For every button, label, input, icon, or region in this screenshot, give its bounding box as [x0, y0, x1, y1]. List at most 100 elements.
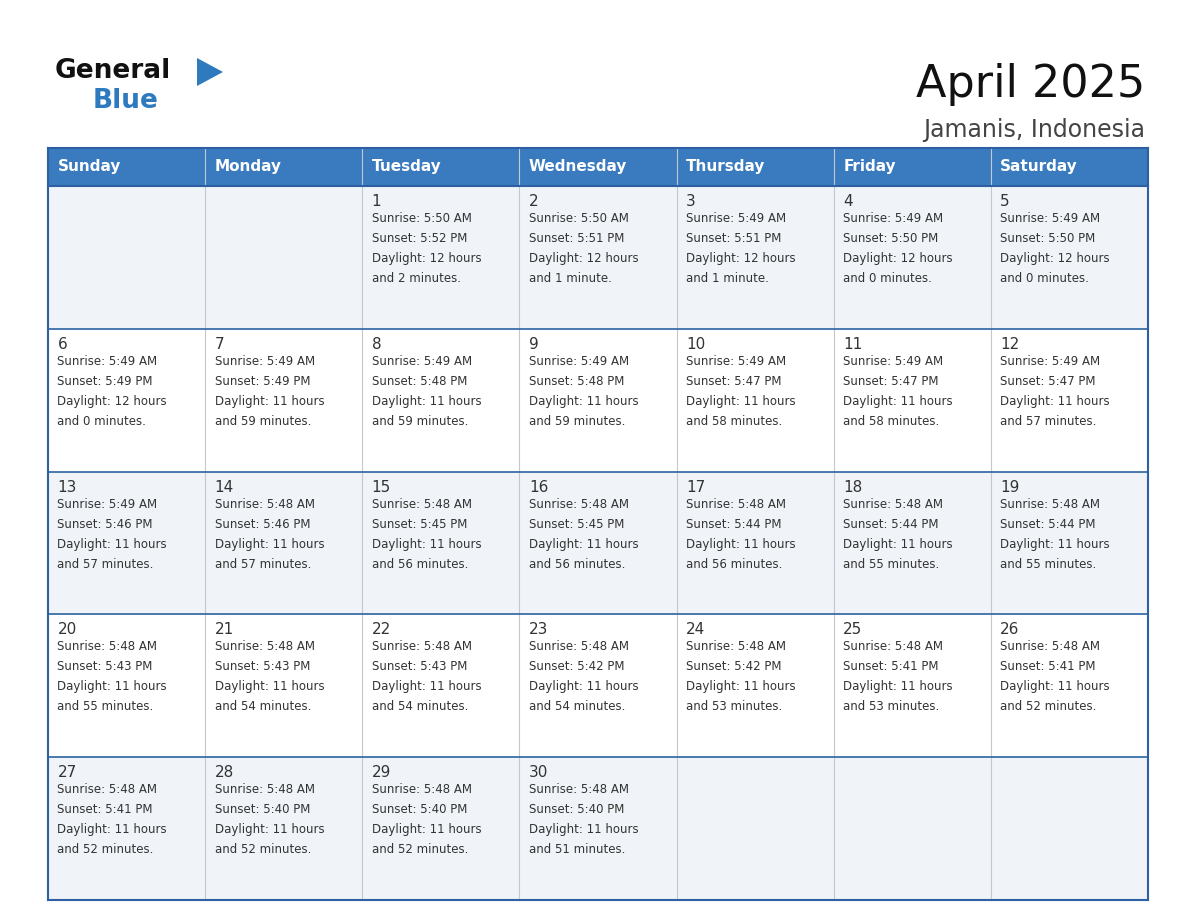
Text: Sunrise: 5:49 AM: Sunrise: 5:49 AM — [57, 498, 158, 510]
Text: Daylight: 11 hours: Daylight: 11 hours — [843, 538, 953, 551]
Text: Sunrise: 5:48 AM: Sunrise: 5:48 AM — [372, 783, 472, 796]
Text: Sunset: 5:47 PM: Sunset: 5:47 PM — [843, 375, 939, 387]
Bar — [206, 757, 362, 900]
Text: Sunset: 5:40 PM: Sunset: 5:40 PM — [529, 803, 624, 816]
Text: and 56 minutes.: and 56 minutes. — [685, 557, 783, 571]
Text: and 52 minutes.: and 52 minutes. — [1000, 700, 1097, 713]
Text: Sunset: 5:43 PM: Sunset: 5:43 PM — [372, 660, 467, 674]
Text: 16: 16 — [529, 479, 548, 495]
Text: 29: 29 — [372, 766, 391, 780]
Bar — [677, 472, 834, 614]
Text: 14: 14 — [215, 479, 234, 495]
Text: Daylight: 11 hours: Daylight: 11 hours — [529, 823, 638, 836]
Bar — [48, 186, 206, 329]
Text: Daylight: 12 hours: Daylight: 12 hours — [372, 252, 481, 265]
Text: Daylight: 11 hours: Daylight: 11 hours — [372, 823, 481, 836]
Text: 9: 9 — [529, 337, 538, 352]
Bar — [677, 329, 834, 472]
Text: 2: 2 — [529, 194, 538, 209]
Text: Sunrise: 5:50 AM: Sunrise: 5:50 AM — [372, 212, 472, 225]
Text: Sunset: 5:44 PM: Sunset: 5:44 PM — [1000, 518, 1095, 531]
Bar — [991, 148, 1148, 186]
Bar — [519, 614, 677, 757]
Bar — [991, 757, 1148, 900]
Text: and 58 minutes.: and 58 minutes. — [843, 415, 940, 428]
Text: Daylight: 12 hours: Daylight: 12 hours — [57, 395, 168, 408]
Bar — [834, 472, 991, 614]
Text: Daylight: 11 hours: Daylight: 11 hours — [685, 680, 796, 693]
Text: Daylight: 11 hours: Daylight: 11 hours — [215, 538, 324, 551]
Text: 6: 6 — [57, 337, 68, 352]
Text: Blue: Blue — [93, 88, 159, 114]
Text: 22: 22 — [372, 622, 391, 637]
Text: Sunset: 5:45 PM: Sunset: 5:45 PM — [372, 518, 467, 531]
Text: April 2025: April 2025 — [916, 63, 1145, 106]
Text: 15: 15 — [372, 479, 391, 495]
Text: and 59 minutes.: and 59 minutes. — [529, 415, 625, 428]
Text: Sunrise: 5:48 AM: Sunrise: 5:48 AM — [685, 498, 786, 510]
Text: 4: 4 — [843, 194, 853, 209]
Bar — [519, 329, 677, 472]
Text: Daylight: 11 hours: Daylight: 11 hours — [215, 823, 324, 836]
Text: Daylight: 11 hours: Daylight: 11 hours — [57, 538, 168, 551]
Text: and 58 minutes.: and 58 minutes. — [685, 415, 782, 428]
Bar — [362, 614, 519, 757]
Text: and 59 minutes.: and 59 minutes. — [372, 415, 468, 428]
Text: Daylight: 11 hours: Daylight: 11 hours — [57, 823, 168, 836]
Text: 21: 21 — [215, 622, 234, 637]
Bar — [206, 329, 362, 472]
Text: Sunrise: 5:49 AM: Sunrise: 5:49 AM — [57, 354, 158, 368]
Text: Daylight: 11 hours: Daylight: 11 hours — [372, 680, 481, 693]
Text: Daylight: 11 hours: Daylight: 11 hours — [372, 538, 481, 551]
Text: Sunset: 5:40 PM: Sunset: 5:40 PM — [215, 803, 310, 816]
Text: Daylight: 11 hours: Daylight: 11 hours — [843, 395, 953, 408]
Bar — [834, 329, 991, 472]
Text: Sunrise: 5:48 AM: Sunrise: 5:48 AM — [843, 498, 943, 510]
Text: Sunrise: 5:48 AM: Sunrise: 5:48 AM — [215, 641, 315, 654]
Text: Monday: Monday — [215, 160, 282, 174]
Text: and 55 minutes.: and 55 minutes. — [1000, 557, 1097, 571]
Text: Sunset: 5:44 PM: Sunset: 5:44 PM — [843, 518, 939, 531]
Text: and 0 minutes.: and 0 minutes. — [843, 272, 933, 285]
Text: 5: 5 — [1000, 194, 1010, 209]
Text: Sunrise: 5:48 AM: Sunrise: 5:48 AM — [215, 498, 315, 510]
Text: and 54 minutes.: and 54 minutes. — [215, 700, 311, 713]
Text: Sunrise: 5:48 AM: Sunrise: 5:48 AM — [529, 498, 628, 510]
Text: and 1 minute.: and 1 minute. — [529, 272, 612, 285]
Text: Sunrise: 5:48 AM: Sunrise: 5:48 AM — [685, 641, 786, 654]
Text: Sunrise: 5:49 AM: Sunrise: 5:49 AM — [843, 354, 943, 368]
Text: and 52 minutes.: and 52 minutes. — [372, 844, 468, 856]
Text: Daylight: 11 hours: Daylight: 11 hours — [215, 395, 324, 408]
Bar — [991, 186, 1148, 329]
Text: 18: 18 — [843, 479, 862, 495]
Text: and 54 minutes.: and 54 minutes. — [372, 700, 468, 713]
Bar — [834, 757, 991, 900]
Bar — [834, 186, 991, 329]
Text: Sunset: 5:49 PM: Sunset: 5:49 PM — [57, 375, 153, 387]
Text: Sunset: 5:48 PM: Sunset: 5:48 PM — [372, 375, 467, 387]
Text: Sunset: 5:50 PM: Sunset: 5:50 PM — [843, 232, 939, 245]
Text: Sunset: 5:42 PM: Sunset: 5:42 PM — [529, 660, 625, 674]
Text: Daylight: 12 hours: Daylight: 12 hours — [843, 252, 953, 265]
Text: Sunrise: 5:48 AM: Sunrise: 5:48 AM — [1000, 498, 1100, 510]
Text: and 53 minutes.: and 53 minutes. — [843, 700, 940, 713]
Text: Sunset: 5:44 PM: Sunset: 5:44 PM — [685, 518, 782, 531]
Text: 13: 13 — [57, 479, 77, 495]
Bar — [48, 757, 206, 900]
Bar — [206, 148, 362, 186]
Text: Sunset: 5:41 PM: Sunset: 5:41 PM — [1000, 660, 1095, 674]
Text: and 53 minutes.: and 53 minutes. — [685, 700, 782, 713]
Text: Sunset: 5:48 PM: Sunset: 5:48 PM — [529, 375, 624, 387]
Text: Sunrise: 5:49 AM: Sunrise: 5:49 AM — [1000, 212, 1100, 225]
Text: 3: 3 — [685, 194, 696, 209]
Bar — [206, 186, 362, 329]
Text: Sunrise: 5:49 AM: Sunrise: 5:49 AM — [215, 354, 315, 368]
Bar — [677, 186, 834, 329]
Text: 27: 27 — [57, 766, 77, 780]
Text: Daylight: 11 hours: Daylight: 11 hours — [685, 538, 796, 551]
Text: Daylight: 11 hours: Daylight: 11 hours — [685, 395, 796, 408]
Text: Daylight: 11 hours: Daylight: 11 hours — [529, 395, 638, 408]
Text: Daylight: 11 hours: Daylight: 11 hours — [215, 680, 324, 693]
Text: 25: 25 — [843, 622, 862, 637]
Bar — [48, 472, 206, 614]
